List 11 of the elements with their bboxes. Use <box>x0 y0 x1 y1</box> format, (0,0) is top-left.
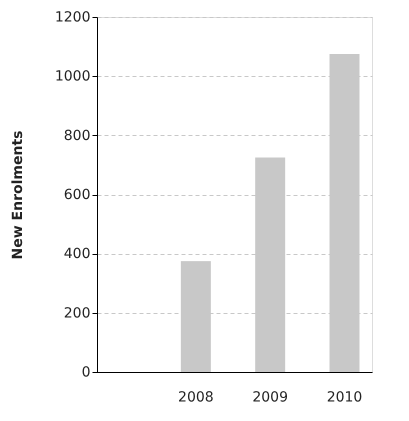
y-tick-label: 400 <box>64 246 90 262</box>
x-tick-label: 2008 <box>178 390 214 406</box>
y-tick-label: 1200 <box>54 10 90 26</box>
y-tick-label: 600 <box>64 187 90 203</box>
y-tick-label: 0 <box>82 364 90 380</box>
y-tick-label: 1000 <box>54 68 90 85</box>
y-tick-label: 800 <box>64 128 90 144</box>
x-tick-label: 2009 <box>252 390 288 406</box>
y-axis-title: New Enrolments <box>10 130 26 260</box>
y-tick-label: 200 <box>64 305 90 322</box>
x-tick-label: 2010 <box>326 390 362 406</box>
